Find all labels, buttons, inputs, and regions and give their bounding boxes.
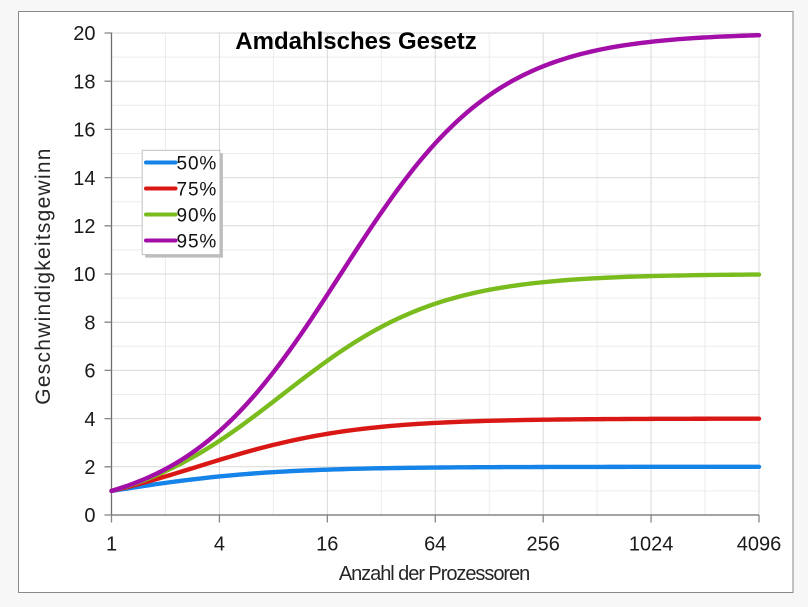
- svg-text:0: 0: [84, 505, 95, 527]
- svg-text:10: 10: [73, 264, 95, 286]
- svg-text:Anzahl der Prozessoren: Anzahl der Prozessoren: [339, 563, 529, 585]
- svg-text:256: 256: [527, 534, 560, 556]
- svg-text:50%: 50%: [177, 154, 218, 175]
- svg-text:1024: 1024: [629, 534, 674, 556]
- svg-text:18: 18: [73, 71, 95, 93]
- svg-text:16: 16: [73, 120, 95, 142]
- svg-text:12: 12: [73, 216, 95, 238]
- svg-text:14: 14: [73, 168, 95, 190]
- svg-text:6: 6: [84, 361, 95, 383]
- svg-text:64: 64: [424, 534, 446, 556]
- svg-text:20: 20: [73, 23, 95, 45]
- svg-text:75%: 75%: [177, 180, 218, 201]
- svg-text:4096: 4096: [737, 534, 782, 556]
- svg-text:Geschwindigkeitsgewinn: Geschwindigkeitsgewinn: [32, 147, 55, 404]
- svg-text:95%: 95%: [177, 232, 218, 253]
- svg-text:16: 16: [316, 534, 338, 556]
- svg-text:8: 8: [84, 312, 95, 334]
- svg-text:2: 2: [84, 457, 95, 479]
- svg-text:Amdahlsches Gesetz: Amdahlsches Gesetz: [235, 28, 476, 55]
- svg-text:1: 1: [106, 534, 117, 556]
- svg-text:4: 4: [84, 409, 95, 431]
- svg-text:4: 4: [214, 534, 225, 556]
- svg-text:90%: 90%: [177, 206, 218, 227]
